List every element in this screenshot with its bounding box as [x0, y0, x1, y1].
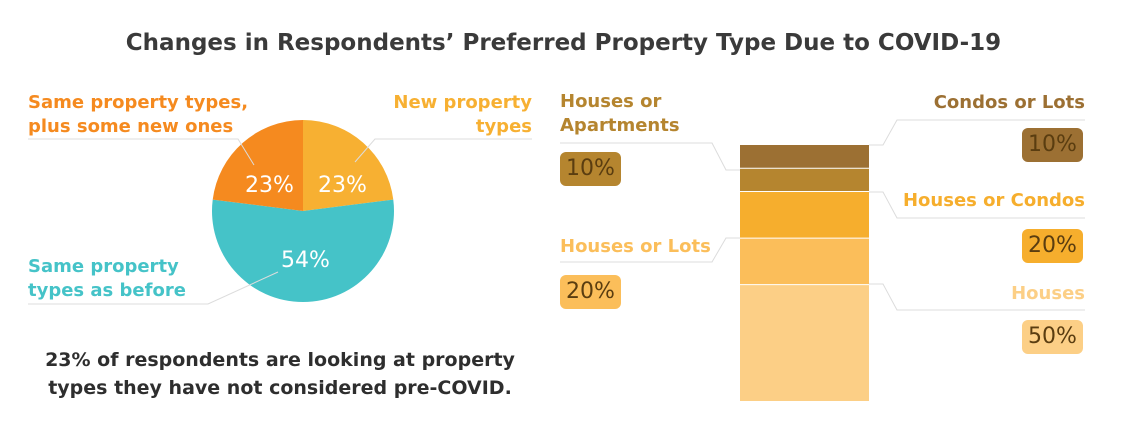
- bar-segment-2: [740, 191, 869, 239]
- bar-segment-3: [740, 168, 869, 192]
- leader-line-houses-lots: [560, 237, 740, 263]
- pie-label-new: New property types: [393, 92, 532, 137]
- leader-line-same-plus-new: [28, 138, 255, 166]
- leader-line-houses-condos: [869, 191, 1085, 219]
- bar-value-houses-condos: 20%: [1022, 229, 1083, 263]
- pie-slice-1: [211, 199, 394, 303]
- pie-label-same-as-before: Same property types as before: [28, 256, 186, 301]
- bar-label-houses-condos: Houses or Condos: [902, 190, 1085, 211]
- pie-value-new: 23%: [318, 173, 367, 198]
- leader-line-condos-lots: [869, 119, 1085, 146]
- pie-value-same-plus-new: 23%: [245, 173, 294, 198]
- bar-label-houses-lots: Houses or Lots: [560, 236, 711, 257]
- bar-value-houses: 50%: [1022, 320, 1083, 354]
- bar-value-houses-apartments: 10%: [560, 152, 621, 186]
- pie-value-same-as-before: 54%: [281, 248, 330, 273]
- leader-line-new: [354, 138, 532, 163]
- pie-slice-2: [212, 120, 303, 211]
- bar-segment-1: [740, 238, 869, 285]
- pie-slice-0: [303, 120, 394, 211]
- bar-label-houses-apartments: Houses or Apartments: [560, 91, 680, 136]
- bar-value-houses-lots: 20%: [560, 275, 621, 309]
- leader-line-houses-apartments: [560, 142, 740, 171]
- bar-segment-4: [740, 145, 869, 169]
- pie-label-same-plus-new: Same property types, plus some new ones: [28, 92, 249, 137]
- leader-line-houses: [869, 283, 1085, 311]
- bar-label-houses: Houses: [1011, 283, 1085, 304]
- footnote: 23% of respondents are looking at proper…: [45, 349, 515, 399]
- leader-line-same-as-before: [28, 271, 279, 305]
- bar-label-condos-lots: Condos or Lots: [933, 92, 1085, 113]
- chart-title: Changes in Respondents’ Preferred Proper…: [125, 30, 1002, 56]
- bar-segment-0: [740, 284, 869, 401]
- bar-value-condos-lots: 10%: [1022, 128, 1083, 162]
